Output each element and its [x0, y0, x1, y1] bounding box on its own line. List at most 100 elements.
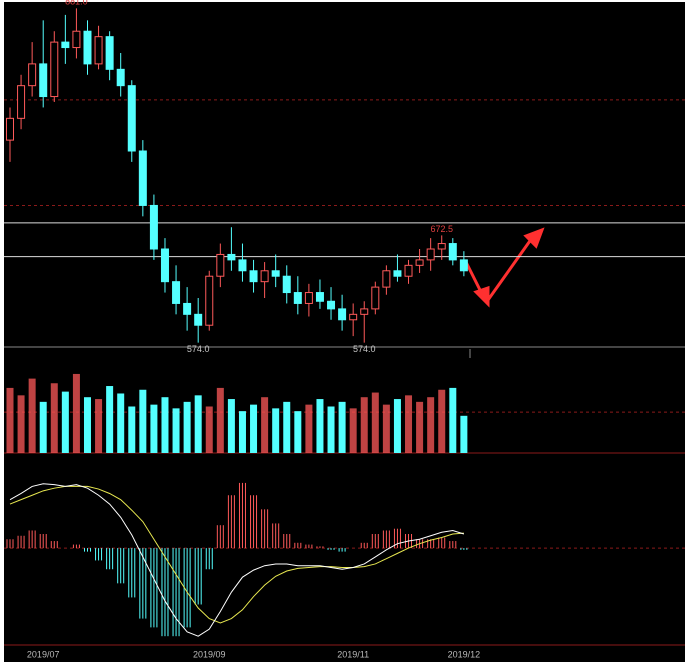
candle-body	[105, 36, 114, 70]
dea-line	[9, 485, 464, 624]
volume-bar	[405, 395, 413, 453]
dif-line	[9, 483, 465, 637]
candle-body	[448, 243, 457, 261]
volume-bar	[316, 399, 324, 453]
candle-body	[338, 308, 347, 321]
volume-bar	[438, 389, 446, 453]
candle-body	[149, 204, 158, 250]
volume-bar	[39, 401, 47, 453]
volume-bar	[227, 399, 235, 453]
volume-bar	[283, 401, 291, 453]
candle-body	[138, 150, 147, 206]
candle-body	[415, 259, 424, 266]
candle-body	[315, 292, 324, 302]
candle-body	[227, 253, 236, 261]
x-tick-label: 2019/12	[448, 649, 481, 659]
candle-body	[293, 292, 302, 304]
candle-body	[404, 264, 413, 277]
volume-bar	[28, 378, 36, 453]
x-tick-label: 2019/11	[337, 649, 369, 659]
volume-bar	[261, 397, 269, 453]
volume-bar	[349, 408, 357, 453]
candle-body	[360, 308, 369, 315]
volume-bar	[338, 401, 346, 453]
volume-bar	[17, 395, 25, 453]
price-label: 672.5	[430, 224, 453, 234]
volume-bar	[416, 401, 424, 453]
volume-bar	[427, 397, 435, 453]
volume-bar	[216, 387, 224, 453]
volume-bar	[460, 415, 468, 453]
candle-body	[426, 248, 435, 261]
volume-bar	[183, 401, 191, 453]
candle-body	[160, 248, 169, 283]
annotation-arrows	[463, 227, 545, 308]
arrow-head	[473, 285, 490, 308]
candle-body	[393, 270, 402, 277]
volume-bar	[150, 404, 158, 453]
candle-body	[72, 30, 81, 49]
candle-body	[116, 68, 125, 87]
volume-bar	[72, 373, 80, 453]
volume-bar	[238, 411, 246, 453]
arrow-up	[486, 237, 534, 301]
volume-bar	[194, 395, 202, 453]
volume-bar	[106, 386, 114, 453]
volume-bar	[83, 397, 91, 453]
candle-body	[94, 36, 103, 65]
candle-body	[61, 41, 70, 49]
candle-body	[205, 275, 214, 326]
volume-bar	[95, 399, 103, 453]
candle-body	[238, 259, 247, 272]
volume-bar	[61, 391, 69, 453]
candle-body	[17, 85, 26, 119]
candle-body	[50, 41, 59, 98]
volume-bar	[250, 404, 258, 453]
candle-body	[6, 117, 14, 141]
volume-bar	[360, 397, 368, 453]
candle-body	[304, 292, 313, 304]
arrow-head	[523, 227, 545, 249]
candle-body	[83, 30, 92, 65]
candle-body	[282, 275, 291, 294]
volume-bar	[161, 397, 169, 453]
candle-body	[327, 300, 336, 310]
volume-bar	[172, 408, 180, 453]
candle-body	[382, 270, 391, 288]
volume-bar	[294, 411, 302, 453]
volume-bar	[327, 406, 335, 453]
candle-body	[249, 270, 258, 283]
volume-bar	[6, 387, 14, 453]
candle-body	[459, 259, 468, 272]
candle-body	[127, 85, 136, 152]
candle-body	[437, 243, 446, 250]
volume-bar	[272, 408, 280, 453]
candle-body	[183, 302, 192, 315]
candle-body	[216, 253, 225, 277]
candle-body	[260, 270, 269, 283]
price-label: 574.0	[187, 344, 210, 354]
volume-bar	[382, 404, 390, 453]
x-tick-label: 2019/07	[27, 649, 60, 659]
volume-bar	[128, 406, 136, 453]
candle-body	[349, 313, 358, 321]
x-tick-label: 2019/09	[193, 649, 226, 659]
price-label: 574.0	[353, 344, 376, 354]
price-label: 881.0	[65, 0, 88, 7]
volume-bar	[393, 399, 401, 453]
volume-bar	[205, 406, 213, 453]
candle-body	[28, 63, 37, 87]
volume-bar	[371, 392, 379, 453]
candle-body	[172, 281, 181, 304]
candle-body	[371, 286, 380, 310]
volume-bar	[139, 389, 147, 453]
volume-bar	[117, 393, 125, 453]
volume-bar	[449, 387, 457, 453]
volume-bar	[50, 383, 58, 453]
candle-body	[39, 63, 48, 98]
volume-bar	[305, 404, 313, 453]
candle-body	[194, 313, 203, 326]
candle-body	[271, 270, 280, 277]
